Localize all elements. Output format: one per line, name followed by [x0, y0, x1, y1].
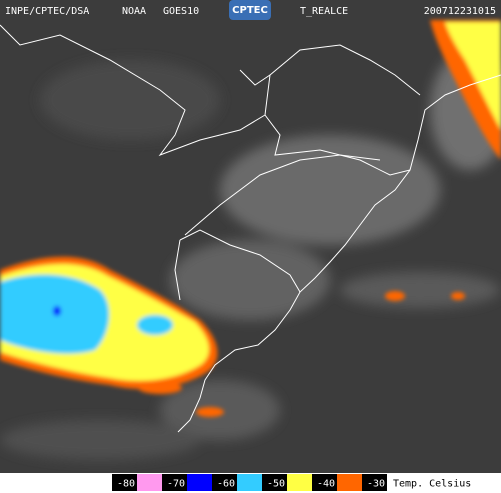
legend-swatch [287, 474, 312, 491]
borders [0, 24, 501, 433]
header-timestamp: 200712231015 [424, 6, 496, 17]
legend-swatch [237, 474, 262, 491]
legend-swatch [137, 474, 162, 491]
legend-swatch [337, 474, 362, 491]
header-satellite: GOES10 [163, 6, 199, 17]
header-product: T_REALCE [300, 6, 348, 17]
legend-label-box [162, 474, 187, 491]
legend-value: -60 [217, 479, 235, 490]
legend-label-box [362, 474, 387, 491]
legend-label-box [112, 474, 137, 491]
logo-box [229, 0, 271, 20]
legend-swatch [187, 474, 212, 491]
legend-unit: Temp. Celsius [393, 479, 471, 490]
legend-value: -30 [367, 479, 385, 490]
cold-cloud-tops [0, 20, 501, 417]
logo: CPTEC [232, 5, 268, 16]
legend-value: -40 [317, 479, 335, 490]
legend: -80 -70 -60 -50 -40 -30 Temp. Celsius [112, 474, 471, 491]
legend-label-box [262, 474, 287, 491]
legend-value: -80 [117, 479, 135, 490]
legend-value: -50 [267, 479, 285, 490]
clouds [0, 50, 501, 460]
header-source: INPE/CPTEC/DSA [5, 6, 89, 17]
legend-label-box [212, 474, 237, 491]
legend-label-box [312, 474, 337, 491]
legend-value: -70 [167, 479, 185, 490]
header-agency: NOAA [122, 6, 146, 17]
